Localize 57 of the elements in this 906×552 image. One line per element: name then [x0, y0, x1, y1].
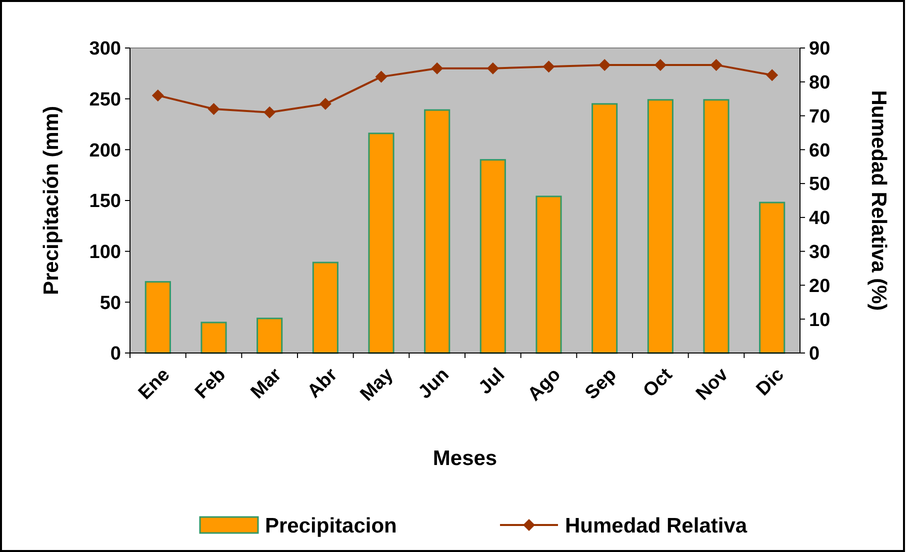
y2-tick-label: 30	[809, 242, 830, 263]
legend-label: Precipitacion	[265, 514, 397, 538]
point	[598, 58, 611, 71]
point	[542, 60, 555, 73]
point	[486, 62, 499, 74]
y2-tick-label: 40	[809, 208, 830, 230]
bar	[536, 196, 562, 354]
y-tick-label: 50	[100, 292, 121, 314]
x-tick-label: Nov	[692, 364, 733, 405]
legend-label: Humedad Relativa	[565, 514, 748, 538]
bar	[647, 99, 674, 354]
bar	[200, 322, 227, 354]
point	[264, 106, 276, 118]
point	[208, 103, 220, 115]
x-tick-label: Ene	[134, 364, 174, 404]
y2-tick-label: 50	[809, 174, 830, 196]
x-tick-label: Dic	[752, 364, 789, 400]
x-tick-label: Abr	[304, 364, 342, 402]
x-tick-label: Sep	[581, 364, 621, 404]
bar	[368, 132, 394, 354]
x-tick-label: Jun	[414, 364, 454, 404]
point	[431, 62, 444, 74]
bar	[480, 159, 506, 354]
y2-tick-label: 20	[809, 276, 830, 297]
y2-tick-label: 10	[809, 310, 830, 331]
point	[152, 89, 164, 102]
x-tick-label: Jul	[474, 364, 510, 399]
point	[766, 69, 778, 82]
bar	[759, 202, 786, 354]
y2-tick-label: 90	[809, 38, 830, 60]
y2-tick-label: 70	[809, 106, 830, 128]
y2-tick-label: 80	[809, 72, 830, 94]
point	[654, 58, 666, 71]
y2-tick-label: 0	[809, 344, 820, 365]
y-tick-label: 200	[89, 140, 121, 162]
x-tick-label: Oct	[639, 364, 678, 402]
x-tick-label: Mar	[247, 364, 286, 404]
point	[710, 58, 722, 71]
point	[319, 98, 332, 110]
y-tick-label: 150	[89, 191, 121, 212]
y-tick-label: 0	[110, 344, 121, 365]
y-axis-title: Precipitación (mm)	[40, 106, 63, 296]
y-tick-label: 300	[89, 38, 121, 60]
bar	[424, 109, 450, 354]
y-tick-label: 250	[89, 89, 121, 110]
y2-tick-label: 60	[809, 140, 830, 162]
bar	[256, 318, 283, 354]
y2-axis-title: Humedad Relativa (%)	[867, 90, 890, 311]
bar	[312, 262, 338, 354]
x-tick-label: Ago	[524, 364, 565, 406]
bar	[703, 99, 730, 354]
point	[375, 70, 388, 83]
bar	[144, 281, 171, 354]
bar	[592, 103, 618, 354]
y-tick-label: 100	[89, 242, 121, 263]
x-axis-title: Meses	[432, 447, 498, 470]
x-tick-label: Feb	[191, 364, 230, 404]
